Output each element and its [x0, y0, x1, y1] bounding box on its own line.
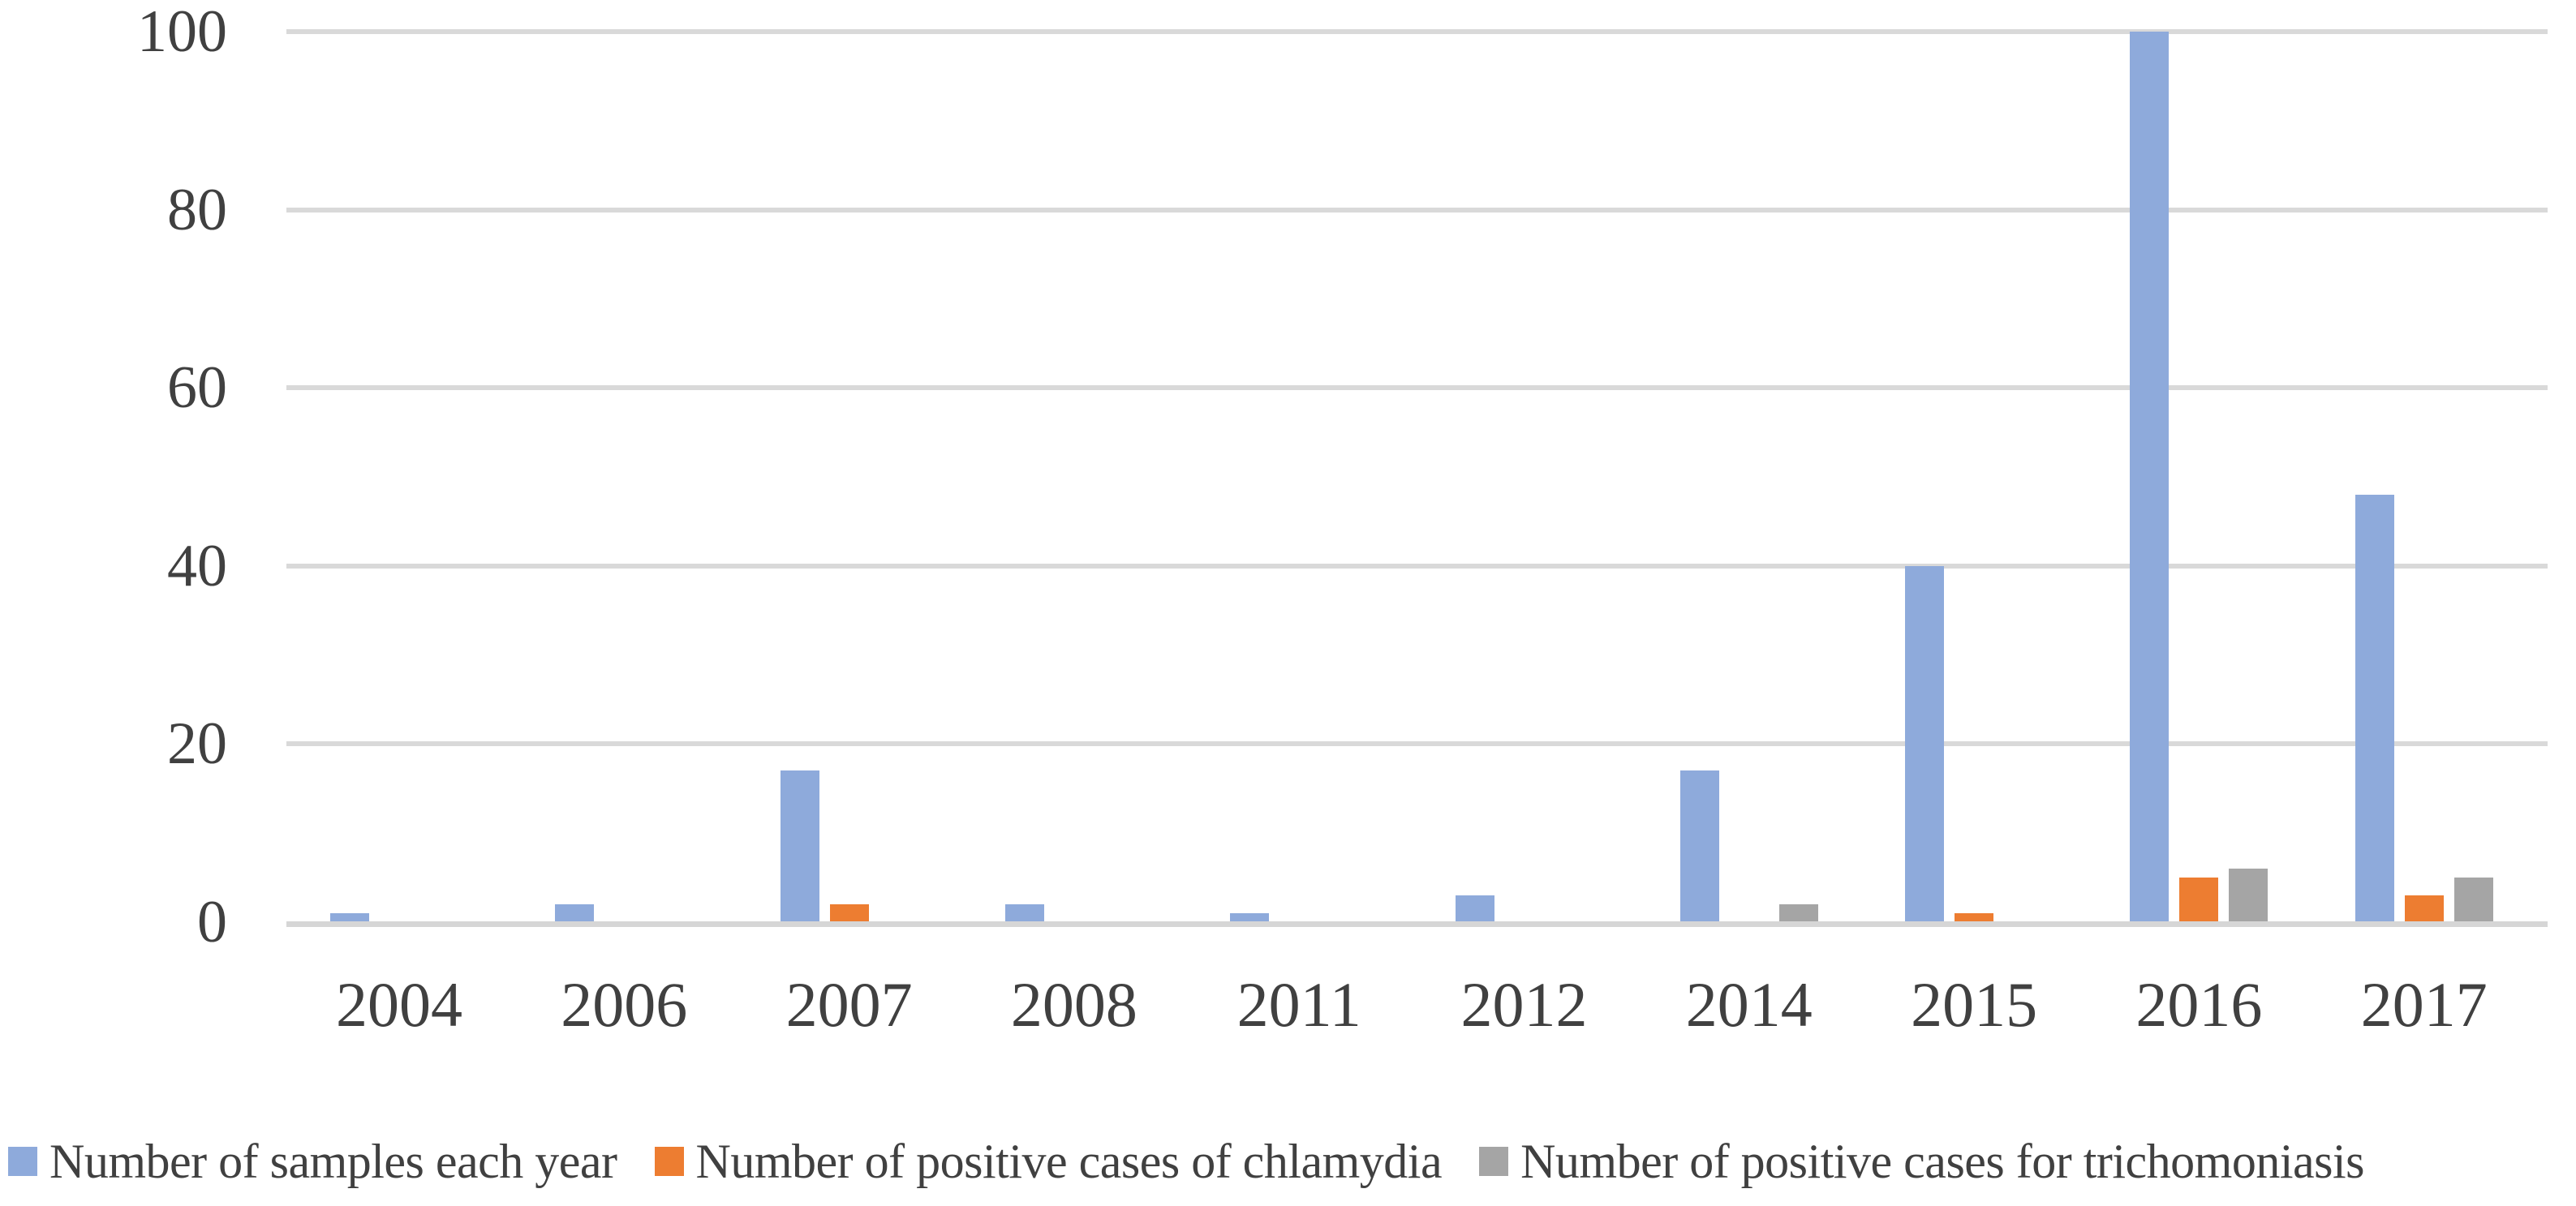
- legend-item-trichomoniasis: Number of positive cases for trichomonia…: [1479, 1135, 2365, 1188]
- bar-samples-2015: [1905, 565, 1945, 922]
- bar-chlamydia-2016: [2179, 878, 2219, 922]
- bar-samples-2014: [1679, 770, 1719, 922]
- bar-samples-2016: [2130, 32, 2170, 922]
- y-axis-tick-label: 0: [197, 889, 227, 955]
- x-axis-label-2012: 2012: [1460, 969, 1588, 1040]
- gridline-40: [286, 563, 2548, 569]
- x-axis-line: [286, 921, 2548, 927]
- bar-samples-2011: [1230, 913, 1270, 922]
- legend-label-trichomoniasis: Number of positive cases for trichomonia…: [1520, 1135, 2365, 1188]
- bar-samples-2004: [330, 913, 369, 922]
- y-axis-tick-label: 40: [167, 532, 227, 599]
- bar-trichomoniasis-2014: [1778, 904, 1818, 922]
- legend: Number of samples each year Number of po…: [8, 1129, 2365, 1194]
- gridline-20: [286, 741, 2548, 747]
- bar-samples-2008: [1004, 904, 1044, 922]
- y-axis-tick-label: 60: [167, 354, 227, 422]
- bar-trichomoniasis-2017: [2453, 878, 2493, 922]
- gridline-80: [286, 207, 2548, 212]
- y-axis-tick-label: 20: [167, 710, 227, 778]
- legend-item-samples: Number of samples each year: [8, 1137, 617, 1186]
- x-axis-label-2006: 2006: [561, 969, 688, 1040]
- legend-swatch-chlamydia: [654, 1147, 684, 1176]
- bar-chlamydia-2017: [2404, 895, 2444, 922]
- x-axis-label-2007: 2007: [785, 969, 913, 1040]
- legend-item-chlamydia: Number of positive cases of chlamydia: [654, 1135, 1443, 1188]
- y-axis-tick-label: 100: [137, 0, 227, 65]
- x-axis-label-2014: 2014: [1685, 969, 1813, 1040]
- bar-trichomoniasis-2016: [2229, 869, 2269, 922]
- gridline-100: [286, 29, 2548, 34]
- x-axis-label-2016: 2016: [2135, 969, 2263, 1040]
- y-axis-tick-label: 80: [167, 176, 227, 243]
- bar-samples-2017: [2355, 494, 2394, 922]
- bar-samples-2012: [1455, 895, 1494, 922]
- x-axis-label-2004: 2004: [336, 969, 462, 1040]
- x-axis-label-2017: 2017: [2360, 969, 2488, 1040]
- x-axis-label-2008: 2008: [1010, 969, 1137, 1040]
- bar-samples-2006: [555, 904, 595, 922]
- legend-label-samples: Number of samples each year: [49, 1135, 617, 1188]
- bar-chlamydia-2015: [1955, 913, 1994, 922]
- x-axis-label-2015: 2015: [1911, 969, 2038, 1040]
- legend-swatch-samples: [8, 1147, 37, 1176]
- bar-chlamydia-2007: [829, 904, 869, 922]
- legend-label-chlamydia: Number of positive cases of chlamydia: [695, 1135, 1443, 1188]
- bar-samples-2007: [780, 770, 819, 922]
- legend-swatch-trichomoniasis: [1479, 1147, 1509, 1176]
- x-axis-label-2011: 2011: [1236, 969, 1361, 1040]
- gridline-60: [286, 385, 2548, 391]
